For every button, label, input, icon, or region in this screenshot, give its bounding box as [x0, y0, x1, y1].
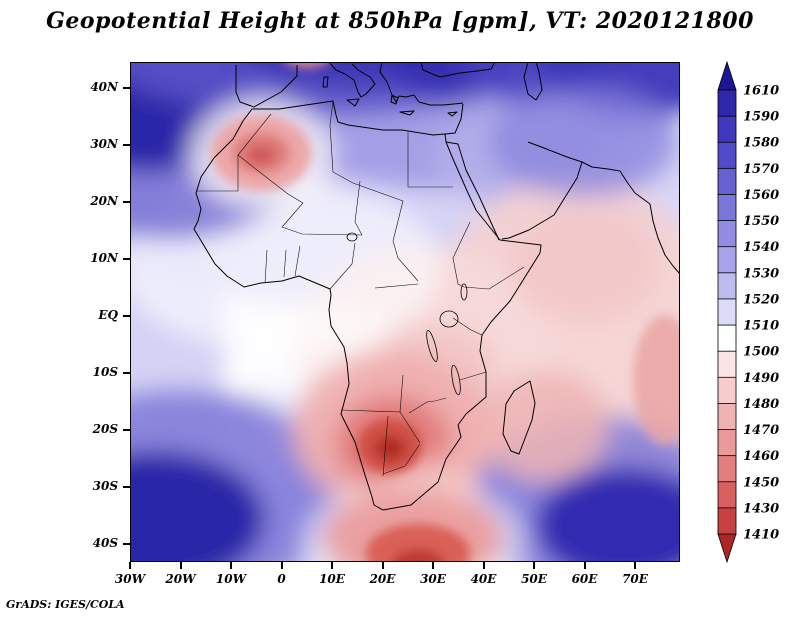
x-axis-tick	[533, 562, 535, 569]
colorbar-label: 1540	[743, 240, 779, 255]
x-axis-label: 70E	[622, 572, 648, 586]
colorbar-label: 1480	[743, 397, 779, 412]
colorbar-label: 1470	[743, 423, 779, 438]
colorbar-arrow-bottom	[717, 533, 737, 564]
colorbar-segment	[717, 429, 737, 457]
x-axis-label: 10W	[215, 572, 247, 586]
x-axis-tick	[381, 562, 384, 569]
y-axis-tick	[123, 258, 130, 260]
colorbar-segment	[717, 141, 737, 170]
colorbar-segment	[717, 194, 737, 222]
colorbar-label: 1610	[743, 84, 779, 99]
colorbar-label: 1550	[743, 214, 779, 229]
y-axis-tick	[123, 144, 130, 146]
x-axis-tick	[280, 562, 283, 569]
x-axis-label: 10E	[319, 572, 345, 586]
colorbar-label: 1410	[743, 528, 779, 543]
y-axis-label: 30S	[92, 479, 118, 493]
y-axis-label: 30N	[90, 137, 118, 151]
y-axis-label: EQ	[98, 308, 118, 322]
colorbar-label: 1490	[743, 371, 779, 386]
colorbar-label: 1570	[743, 162, 779, 177]
x-axis-tick	[432, 562, 434, 569]
y-axis-label: 20N	[90, 194, 118, 208]
colorbar-segment	[717, 455, 737, 483]
country-borders	[196, 100, 525, 477]
colorbar-label: 1450	[743, 475, 779, 490]
colorbar-segment	[717, 507, 737, 535]
colorbar-label: 1530	[743, 266, 779, 281]
y-axis-tick	[123, 201, 130, 203]
x-axis-tick	[634, 562, 636, 569]
colorbar-label: 1560	[743, 188, 779, 203]
x-axis-label: 30E	[420, 572, 446, 586]
colorbar-segment	[717, 350, 737, 379]
colorbar-segment	[717, 324, 737, 352]
x-axis-tick	[230, 562, 232, 569]
plot-title: Geopotential Height at 850hPa [gpm], VT:…	[46, 8, 754, 34]
x-axis-label: 0	[277, 572, 286, 586]
grads-attribution: GrADS: IGES/COLA	[6, 598, 125, 611]
y-axis-tick	[123, 486, 130, 488]
colorbar-arrow-top	[717, 60, 737, 91]
colorbar-segment	[717, 246, 737, 274]
lakes	[346, 232, 468, 396]
x-axis-tick	[482, 562, 485, 569]
x-axis-tick	[179, 562, 182, 569]
y-axis-tick	[123, 315, 130, 317]
colorbar-label: 1510	[743, 319, 779, 334]
x-axis-label: 60E	[571, 572, 598, 586]
colorbar-segment	[717, 376, 737, 405]
y-axis-tick	[123, 429, 130, 431]
y-axis-tick	[123, 372, 130, 374]
colorbar-segment	[717, 220, 737, 248]
x-axis-label: 50E	[521, 572, 547, 586]
field-fill	[130, 62, 680, 562]
x-axis-label: 30W	[114, 572, 146, 586]
colorbar-label: 1500	[743, 345, 779, 360]
x-axis-label: 40E	[470, 572, 497, 586]
y-axis-label: 10S	[92, 365, 118, 379]
x-axis-label: 20E	[369, 572, 396, 586]
colorbar-segment	[717, 298, 737, 326]
colorbar-label: 1520	[743, 292, 779, 307]
colorbar-segment	[717, 403, 737, 431]
colorbar-segment	[717, 481, 737, 509]
y-axis-tick	[123, 87, 130, 89]
colorbar-label: 1580	[743, 136, 779, 151]
x-axis-tick	[129, 562, 131, 569]
colorbar-segment	[717, 272, 737, 300]
coastlines	[193, 62, 680, 511]
colorbar: 1610 1590 1580 1570 1560 1550 1540 1530 1520 1510…	[717, 60, 779, 564]
colorbar-segment	[717, 89, 737, 117]
x-axis-label: 20W	[165, 572, 196, 586]
colorbar-label: 1590	[743, 110, 779, 125]
y-axis-label: 10N	[90, 251, 118, 265]
x-axis-tick	[331, 562, 333, 569]
colorbar-label: 1430	[743, 501, 779, 516]
y-axis-label: 40S	[92, 536, 118, 550]
colorbar-segment	[717, 115, 737, 144]
map-field	[130, 62, 680, 562]
y-axis-label: 40N	[90, 80, 118, 94]
y-axis-label: 20S	[92, 422, 118, 436]
colorbar-segment	[717, 167, 737, 196]
x-axis-tick	[583, 562, 586, 569]
colorbar-label: 1460	[743, 449, 779, 464]
y-axis-tick	[123, 543, 130, 545]
